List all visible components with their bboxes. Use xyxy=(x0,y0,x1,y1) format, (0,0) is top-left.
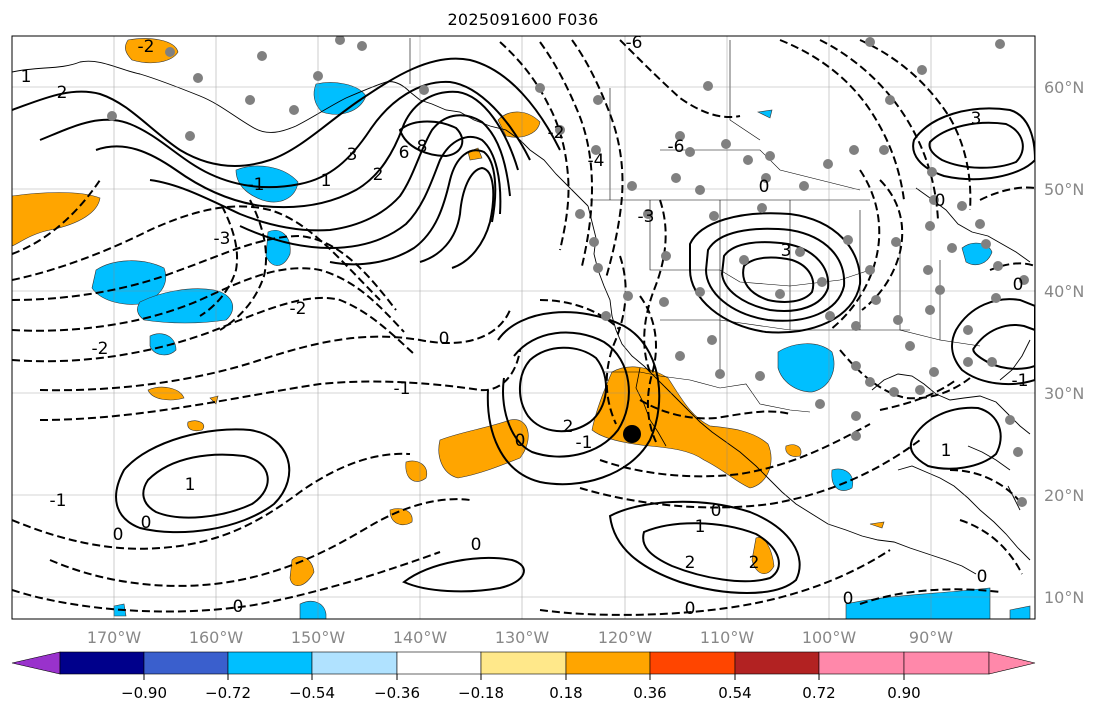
lon-label: 100°W xyxy=(802,628,857,647)
contour-label: -2 xyxy=(548,123,565,143)
contour-label: 0 xyxy=(515,431,526,451)
longitude-labels: 170°W 160°W 150°W 140°W 130°W 120°W 110°… xyxy=(87,628,953,647)
contour-label: -1 xyxy=(394,379,411,399)
contour-label: -4 xyxy=(588,151,605,171)
lat-label: 40°N xyxy=(1044,282,1084,301)
contour-label: 2 xyxy=(563,417,574,437)
colorbar-tick-label: −0.36 xyxy=(374,684,420,702)
colorbar-segment xyxy=(143,651,229,675)
contour-label: 2 xyxy=(749,553,760,573)
contour-label: 2 xyxy=(57,83,68,103)
contour-label: 0 xyxy=(471,535,482,555)
contour-label: 1 xyxy=(21,67,32,87)
contour-label: -3 xyxy=(638,207,655,227)
colorbar-tick-label: −0.90 xyxy=(121,684,167,702)
contour-label: 0 xyxy=(439,329,450,349)
map-frame xyxy=(11,35,1036,620)
lon-label: 120°W xyxy=(598,628,653,647)
contour-label: -2 xyxy=(138,37,155,57)
colorbar-high-extension xyxy=(988,651,1036,675)
lon-label: 160°W xyxy=(189,628,244,647)
colorbar-tick-label: 0.90 xyxy=(887,684,920,702)
contour-label: 0 xyxy=(759,177,770,197)
colorbar-tick-labels: −0.90 −0.72 −0.54 −0.36 −0.18 0.18 0.36 … xyxy=(121,684,921,702)
contour-label: -1 xyxy=(248,175,265,195)
contour-label: 2 xyxy=(373,165,384,185)
contour-label: -6 xyxy=(626,33,643,53)
colorbar-tick-label: −0.72 xyxy=(205,684,251,702)
contour-label: 0 xyxy=(685,599,696,619)
colorbar-tick-label: −0.54 xyxy=(289,684,335,702)
colorbar-segment xyxy=(480,651,567,675)
contour-label: 1 xyxy=(185,475,196,495)
storm-center-marker xyxy=(623,425,641,443)
colorbar-segment xyxy=(734,651,820,675)
colorbar-segment xyxy=(227,651,313,675)
colorbar-tick-label: 0.36 xyxy=(633,684,666,702)
colorbar-segment xyxy=(649,651,736,675)
positive-contours xyxy=(12,57,1035,594)
lat-label: 50°N xyxy=(1044,180,1084,199)
colorbar-low-extension xyxy=(11,651,61,675)
contour-label: -1 xyxy=(1012,371,1029,391)
contour-label: 0 xyxy=(233,597,244,617)
contour-label: -2 xyxy=(290,299,307,319)
contour-label: 3 xyxy=(781,241,792,261)
lon-label: 140°W xyxy=(393,628,448,647)
lat-label: 10°N xyxy=(1044,588,1084,607)
contour-label: 1 xyxy=(941,441,952,461)
colorbar xyxy=(11,651,1036,680)
contour-label: 0 xyxy=(843,589,854,609)
contour-label: 2 xyxy=(685,553,696,573)
contour-label: 6 xyxy=(399,143,410,163)
station-markers xyxy=(107,36,1029,507)
contour-label: 0 xyxy=(711,501,722,521)
lat-label: 30°N xyxy=(1044,384,1084,403)
colorbar-segment xyxy=(565,651,651,675)
contour-label: 1 xyxy=(695,517,706,537)
lon-label: 110°W xyxy=(700,628,755,647)
lon-label: 150°W xyxy=(291,628,346,647)
colorbar-tick-label: 0.54 xyxy=(718,684,751,702)
contour-label: 0 xyxy=(1013,275,1024,295)
colorbar-segment xyxy=(903,651,990,675)
map-title: 2025091600 F036 xyxy=(447,10,599,29)
latitude-labels: 60°N 50°N 40°N 30°N 20°N 10°N xyxy=(1044,78,1084,607)
contour-label: 3 xyxy=(971,109,982,129)
contour-labels: -2 2 1 -1 -3 -2 3 2 1 6 8 -2 0 -1 1 0 -1… xyxy=(21,33,1029,619)
lat-label: 60°N xyxy=(1044,78,1084,97)
contour-label: 0 xyxy=(977,567,988,587)
contour-label: 0 xyxy=(113,525,124,545)
colorbar-segment xyxy=(396,651,482,675)
contour-label: 8 xyxy=(417,137,428,157)
contour-label: 0 xyxy=(935,191,946,211)
colorbar-tick-label: 0.18 xyxy=(549,684,582,702)
contour-label: -1 xyxy=(576,433,593,453)
contour-label: -3 xyxy=(214,229,231,249)
colorbar-tick-label: 0.72 xyxy=(802,684,835,702)
positive-anomaly-shading xyxy=(12,38,885,586)
contour-label: -2 xyxy=(92,339,109,359)
contour-label: 3 xyxy=(347,145,358,165)
colorbar-segment xyxy=(818,651,905,675)
lon-label: 90°W xyxy=(909,628,953,647)
lat-label: 20°N xyxy=(1044,486,1084,505)
colorbar-tick-label: −0.18 xyxy=(458,684,504,702)
contour-label: 1 xyxy=(321,171,332,191)
contour-label: -6 xyxy=(668,137,685,157)
colorbar-segment xyxy=(311,651,398,675)
contour-label: -1 xyxy=(50,491,67,511)
map-plot-area: -2 2 1 -1 -3 -2 3 2 1 6 8 -2 0 -1 1 0 -1… xyxy=(12,33,1035,619)
colorbar-segment xyxy=(59,651,145,675)
lon-label: 170°W xyxy=(87,628,142,647)
lon-label: 130°W xyxy=(495,628,550,647)
contour-label: 0 xyxy=(141,513,152,533)
political-borders xyxy=(409,38,981,413)
negative-contours xyxy=(12,39,1035,616)
